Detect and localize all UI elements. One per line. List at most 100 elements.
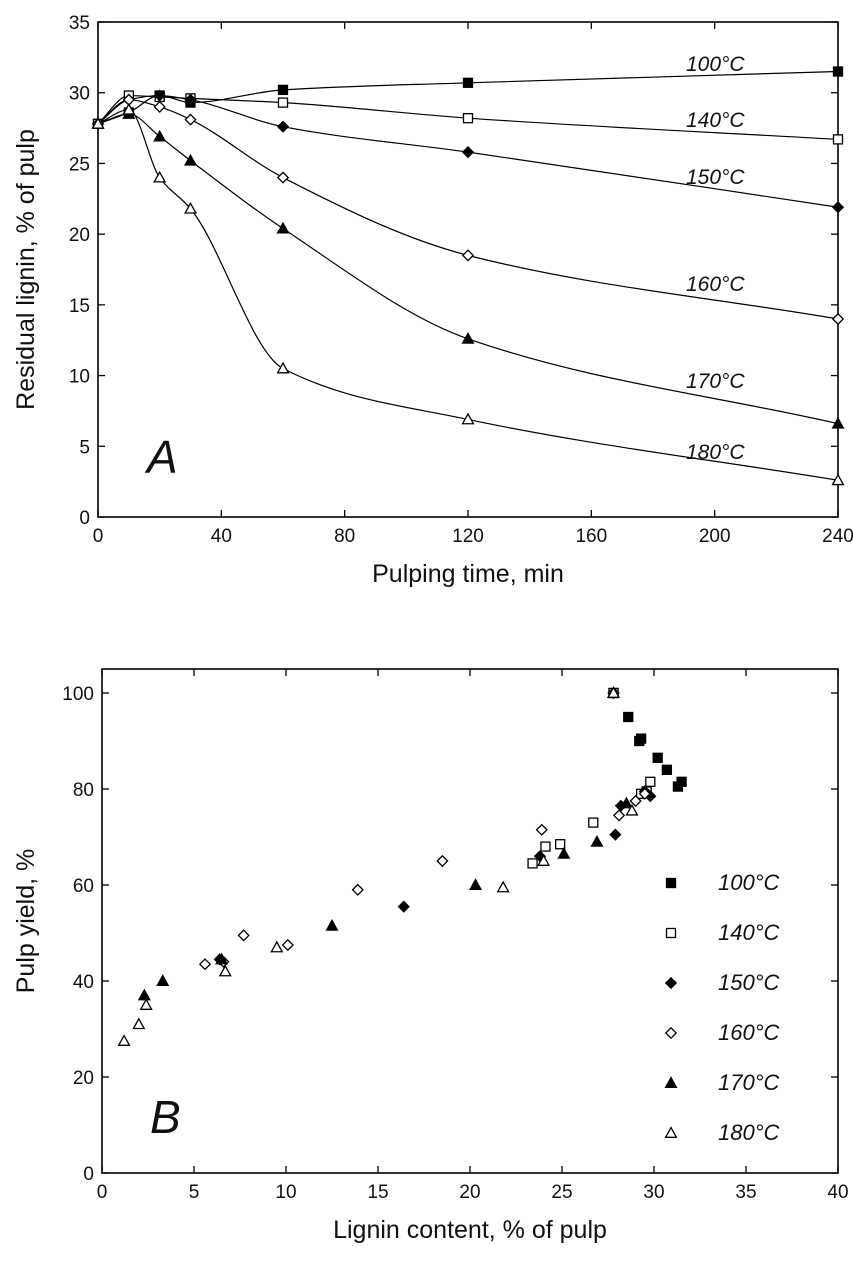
data-point [276, 171, 290, 184]
series-4: 170°C [137, 686, 780, 1095]
data-point [137, 988, 151, 1001]
series-line [97, 94, 839, 140]
data-point [623, 711, 634, 723]
y-tick-label: 60 [73, 876, 94, 897]
series-2: 150°C [213, 686, 780, 995]
data-point [461, 249, 475, 262]
data-point [537, 854, 551, 866]
x-axis-label: Lignin content, % of pulp [333, 1216, 607, 1244]
data-point [462, 77, 474, 88]
legend-entry: 100°C [718, 870, 780, 895]
x-tick-label: 25 [551, 1182, 572, 1203]
x-tick-label: 5 [189, 1182, 200, 1203]
y-tick-label: 40 [73, 972, 94, 993]
y-tick-label: 100 [62, 684, 94, 705]
y-axis-label: Pulp yield, % [12, 849, 40, 994]
data-point [276, 361, 290, 374]
x-tick-label: 200 [699, 526, 731, 547]
data-point [183, 201, 198, 214]
x-axis-label: Pulping time, min [372, 560, 564, 588]
data-point [676, 776, 687, 787]
series-2: 150°C [91, 89, 845, 214]
y-axis-label: Residual lignin, % of pulp [12, 129, 40, 410]
data-point [461, 332, 475, 344]
x-tick-label: 160 [575, 526, 607, 547]
data-point [462, 113, 474, 124]
data-point [270, 940, 284, 953]
data-point [461, 412, 475, 425]
data-point [634, 735, 645, 747]
data-point [831, 312, 845, 326]
y-tick-label: 20 [73, 1068, 94, 1089]
x-tick-label: 0 [97, 1182, 108, 1203]
x-tick-label: 40 [211, 526, 232, 547]
data-point [590, 835, 604, 847]
series-label: 180°C [686, 441, 745, 464]
legend-marker [664, 1026, 678, 1040]
series-line [97, 109, 839, 481]
chart-panel-b: 0 5 10 15 20 25 30 35 40 0 20 40 60 80 100 Lignin conte… [12, 668, 849, 1244]
legend-entry: 170°C [718, 1070, 780, 1095]
data-point [184, 93, 197, 106]
data-point [218, 964, 232, 977]
data-point [540, 841, 551, 852]
x-tick-label: 0 [93, 526, 104, 547]
x-tick-label: 40 [827, 1182, 848, 1203]
series-line [97, 113, 839, 425]
data-point [645, 776, 656, 787]
data-point [277, 97, 289, 108]
data-point [831, 473, 845, 486]
series-3: 160°C [91, 93, 845, 326]
data-point [619, 796, 633, 809]
data-point [184, 113, 197, 126]
x-tick-label: 15 [367, 1182, 388, 1203]
data-point [661, 764, 673, 775]
x-tick-label: 10 [275, 1182, 296, 1203]
data-point [625, 803, 639, 816]
data-point [496, 880, 510, 893]
y-tick-label: 30 [69, 84, 90, 105]
legend-entry: 140°C [718, 920, 780, 945]
y-tick-label: 20 [69, 225, 90, 246]
y-tick-label: 0 [83, 1164, 94, 1185]
legend-marker [664, 976, 678, 990]
series-label: 150°C [686, 166, 745, 189]
data-point [557, 847, 571, 859]
data-point [607, 686, 621, 698]
data-point [588, 817, 599, 828]
legend-marker [665, 877, 677, 889]
legend-marker [665, 927, 677, 939]
series-5: 180°C [117, 686, 780, 1145]
x-tick-label: 20 [459, 1182, 480, 1203]
data-point [612, 809, 626, 822]
data-point [122, 102, 136, 115]
data-point [831, 201, 845, 214]
data-point [237, 929, 250, 942]
series-label: 140°C [686, 109, 745, 132]
data-point [277, 84, 289, 96]
series-label: 170°C [686, 370, 745, 393]
series-0: 100°C [608, 687, 780, 895]
data-point [117, 1034, 131, 1046]
series-3: 160°C [198, 686, 780, 1045]
x-tick-label: 30 [643, 1182, 664, 1203]
data-point [153, 129, 167, 142]
data-point [461, 146, 475, 159]
data-point [276, 221, 290, 234]
data-point [325, 919, 339, 931]
y-tick-label: 25 [69, 154, 90, 175]
x-tick-label: 240 [822, 526, 853, 547]
chart-panel-a: 0 40 80 120 160 200 240 0 5 10 15 20 25 30 35 Pulping t… [12, 13, 853, 588]
data-point [156, 974, 170, 986]
data-point [555, 839, 566, 850]
data-point [832, 66, 844, 77]
data-point [535, 823, 548, 836]
legend-marker [664, 1126, 678, 1138]
series-line [97, 94, 839, 208]
data-point [638, 787, 651, 800]
data-point [351, 883, 364, 896]
x-tick-label: 35 [735, 1182, 756, 1203]
y-tick-label: 0 [79, 508, 90, 529]
data-point [397, 900, 410, 913]
panel-label: B [150, 1091, 181, 1143]
